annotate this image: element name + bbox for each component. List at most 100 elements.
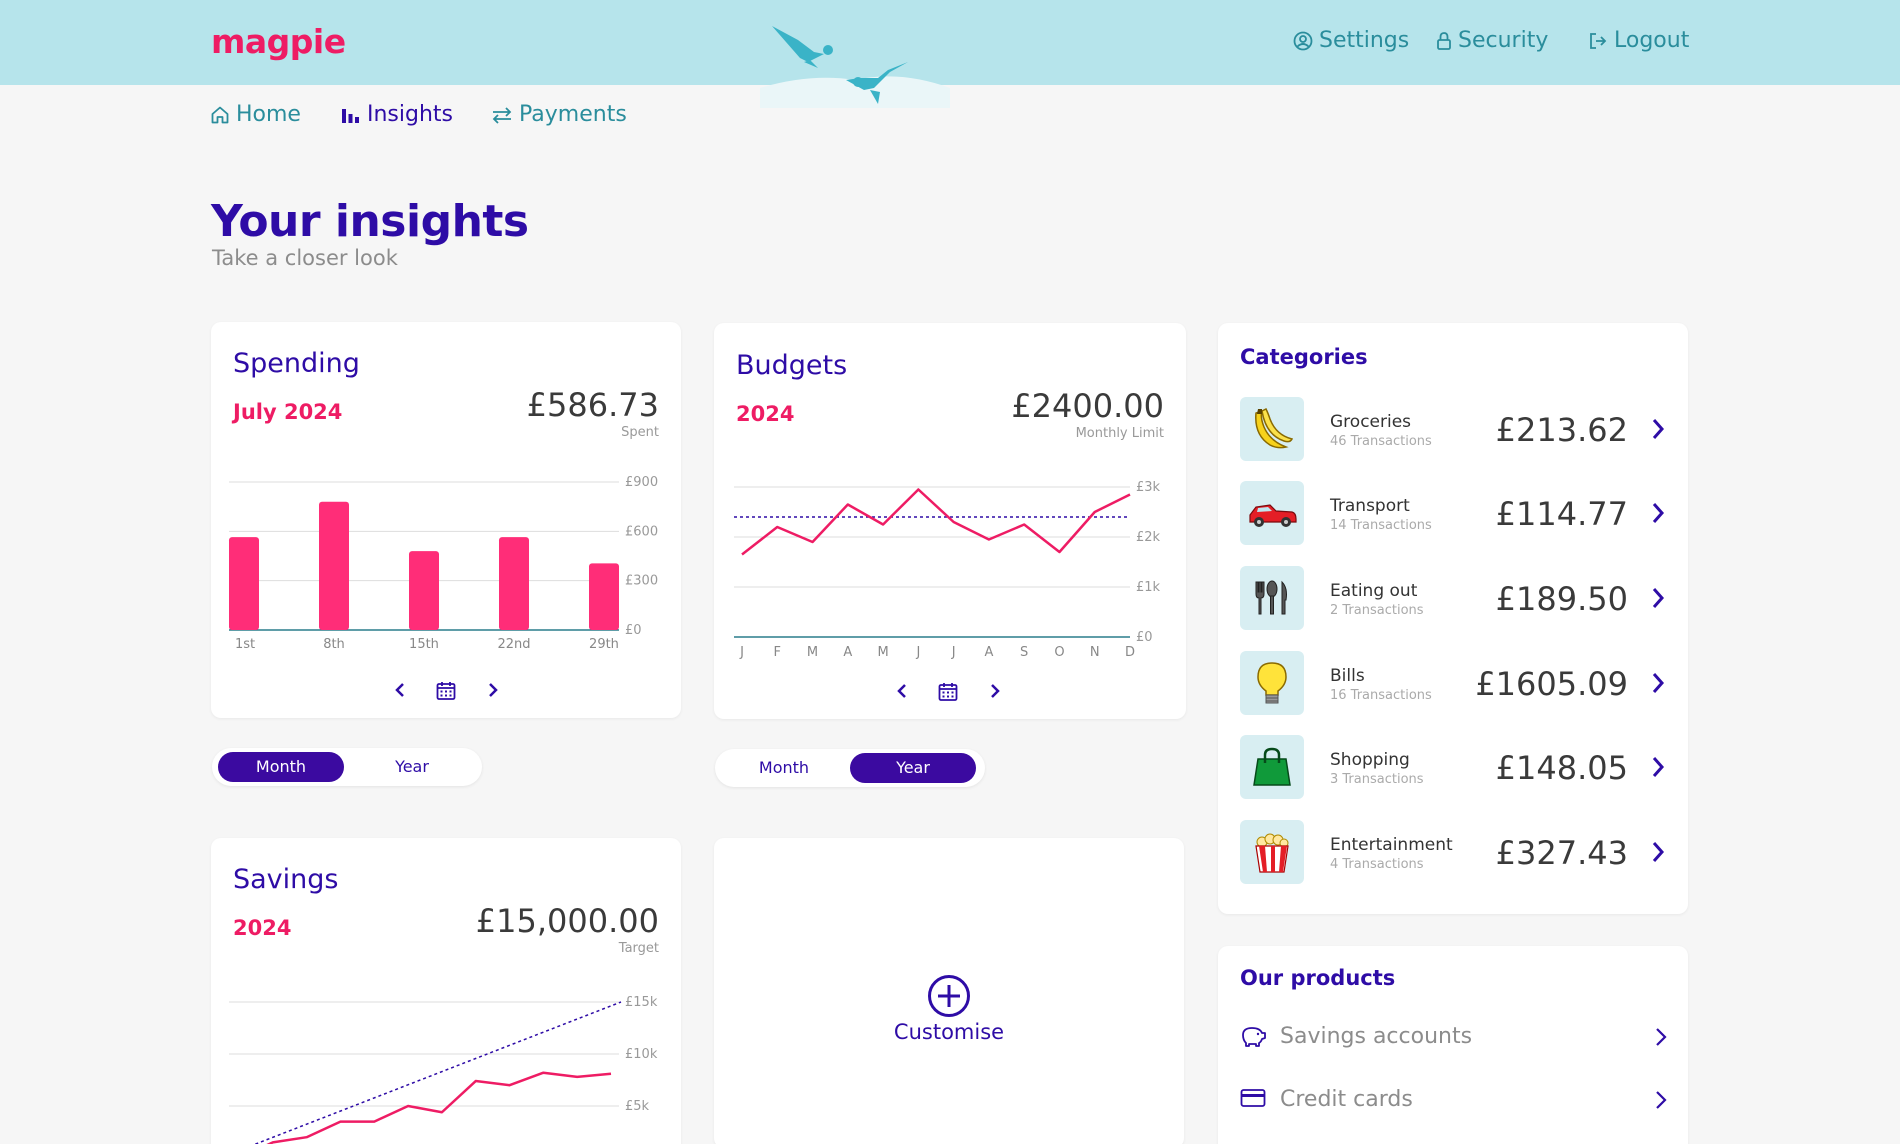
security-link[interactable]: Security (1436, 28, 1548, 53)
x-tick-label: M (877, 645, 888, 660)
y-tick-label: £900 (625, 475, 658, 490)
spending-card: Spending July 2024 £586.73 Spent £0 £300 £… (211, 322, 681, 718)
x-tick-label: J (739, 645, 744, 660)
categories-title: Categories (1240, 345, 1368, 369)
x-tick-label: 8th (323, 637, 345, 652)
x-tick-label: F (774, 645, 781, 660)
calendar-icon[interactable] (436, 681, 456, 701)
y-tick-label: £0 (1136, 630, 1153, 645)
nav-insights-label: Insights (367, 102, 454, 127)
category-name: Groceries (1330, 412, 1412, 432)
security-label: Security (1458, 28, 1549, 53)
savings-chart: £5k £10k £15k (229, 995, 658, 1144)
chevron-right-icon[interactable] (486, 682, 500, 698)
category-count: 16 Transactions (1330, 688, 1432, 703)
budgets-amount-label: Monthly Limit (1075, 426, 1164, 441)
category-amount: £213.62 (1495, 411, 1628, 449)
category-amount: £189.50 (1495, 580, 1628, 618)
magpie-birds-icon (760, 18, 950, 112)
banana-icon (1240, 397, 1304, 461)
category-row-entertainment[interactable]: Entertainment 4 Transactions £327.43 (1240, 820, 1672, 884)
budgets-toggle-year[interactable]: Year (850, 753, 976, 783)
category-amount: £1605.09 (1475, 665, 1628, 703)
bar (499, 537, 529, 630)
bar (319, 501, 349, 630)
category-amount: £114.77 (1495, 495, 1628, 533)
category-row-transport[interactable]: Transport 14 Transactions £114.77 (1240, 481, 1672, 545)
y-tick-label: £2k (1136, 530, 1161, 545)
lightbulb-icon (1240, 651, 1304, 715)
x-tick-label: M (807, 645, 818, 660)
credit-card-icon (1240, 1089, 1266, 1107)
category-row-shopping[interactable]: Shopping 3 Transactions £148.05 (1240, 735, 1672, 799)
category-count: 14 Transactions (1330, 518, 1432, 533)
budget-series-line (741, 488, 1131, 556)
category-name: Transport (1330, 496, 1410, 516)
chevron-right-icon (1652, 503, 1665, 523)
budgets-amount: £2400.00 (1011, 387, 1164, 425)
nav-home[interactable]: Home (210, 102, 301, 127)
top-bar (0, 0, 1900, 85)
products-card: Our products Savings accounts Credit car… (1218, 946, 1688, 1144)
customise-label: Customise (893, 1020, 1005, 1044)
x-tick-label: N (1090, 645, 1100, 660)
category-count: 3 Transactions (1330, 772, 1424, 787)
chevron-right-icon (1652, 588, 1665, 608)
chevron-right-icon (1652, 673, 1665, 693)
calendar-icon[interactable] (938, 682, 958, 702)
budgets-period-toggle: Month Year (715, 749, 985, 787)
budgets-title: Budgets (736, 350, 848, 381)
budgets-toggle-month[interactable]: Month (758, 758, 810, 777)
x-tick-label: J (951, 645, 956, 660)
x-tick-label: S (1020, 645, 1028, 660)
bar-chart-icon (342, 108, 359, 123)
x-tick-label: 29th (589, 637, 619, 652)
savings-trend-line (253, 1001, 622, 1144)
y-tick-label: £3k (1136, 480, 1161, 495)
chevron-right-icon (1652, 757, 1665, 777)
nav-payments[interactable]: Payments (491, 102, 627, 127)
nav-insights[interactable]: Insights (341, 102, 453, 127)
x-tick-label: D (1125, 645, 1135, 660)
category-name: Shopping (1330, 750, 1410, 770)
spending-toggle-month[interactable]: Month (218, 752, 344, 782)
category-row-groceries[interactable]: Groceries 46 Transactions £213.62 (1240, 397, 1672, 461)
product-credit-cards[interactable]: Credit cards (1240, 1081, 1672, 1121)
nav-home-label: Home (236, 102, 301, 127)
customise-card[interactable]: Customise (714, 838, 1184, 1144)
budgets-card: Budgets 2024 £2400.00 Monthly Limit £0 £1… (714, 323, 1186, 719)
spending-title: Spending (233, 348, 360, 379)
lock-icon (1437, 31, 1451, 50)
category-amount: £327.43 (1495, 834, 1628, 872)
category-count: 2 Transactions (1330, 603, 1424, 618)
shopping-bag-icon (1240, 735, 1304, 799)
bar (589, 563, 619, 630)
transfer-arrows-icon (492, 106, 512, 124)
x-tick-label: O (1054, 645, 1064, 660)
settings-link[interactable]: Settings (1293, 28, 1409, 53)
spending-period: July 2024 (233, 400, 343, 424)
category-name: Eating out (1330, 581, 1418, 601)
logout-label: Logout (1614, 28, 1690, 53)
budgets-period: 2024 (736, 402, 795, 426)
app-logo[interactable]: magpie (211, 22, 346, 61)
y-tick-label: £300 (625, 574, 658, 589)
spending-toggle-year[interactable]: Year (395, 757, 429, 776)
category-row-bills[interactable]: Bills 16 Transactions £1605.09 (1240, 651, 1672, 715)
popcorn-icon (1240, 820, 1304, 884)
y-tick-label: £600 (625, 524, 658, 539)
y-tick-label: £0 (625, 623, 642, 638)
product-savings-accounts[interactable]: Savings accounts (1240, 1018, 1672, 1058)
category-row-eating-out[interactable]: Eating out 2 Transactions £189.50 (1240, 566, 1672, 630)
category-name: Entertainment (1330, 835, 1453, 855)
page-title: Your insights (211, 196, 529, 247)
chevron-left-icon[interactable] (895, 683, 909, 699)
car-icon (1240, 481, 1304, 545)
y-tick-label: £10k (625, 1047, 658, 1062)
y-tick-label: £15k (625, 995, 658, 1010)
chevron-right-icon[interactable] (988, 683, 1002, 699)
categories-card: Categories Groceries 46 Transactions £21… (1218, 323, 1688, 914)
chevron-left-icon[interactable] (393, 682, 407, 698)
product-label: Savings accounts (1280, 1024, 1473, 1049)
logout-link[interactable]: Logout (1588, 28, 1689, 53)
